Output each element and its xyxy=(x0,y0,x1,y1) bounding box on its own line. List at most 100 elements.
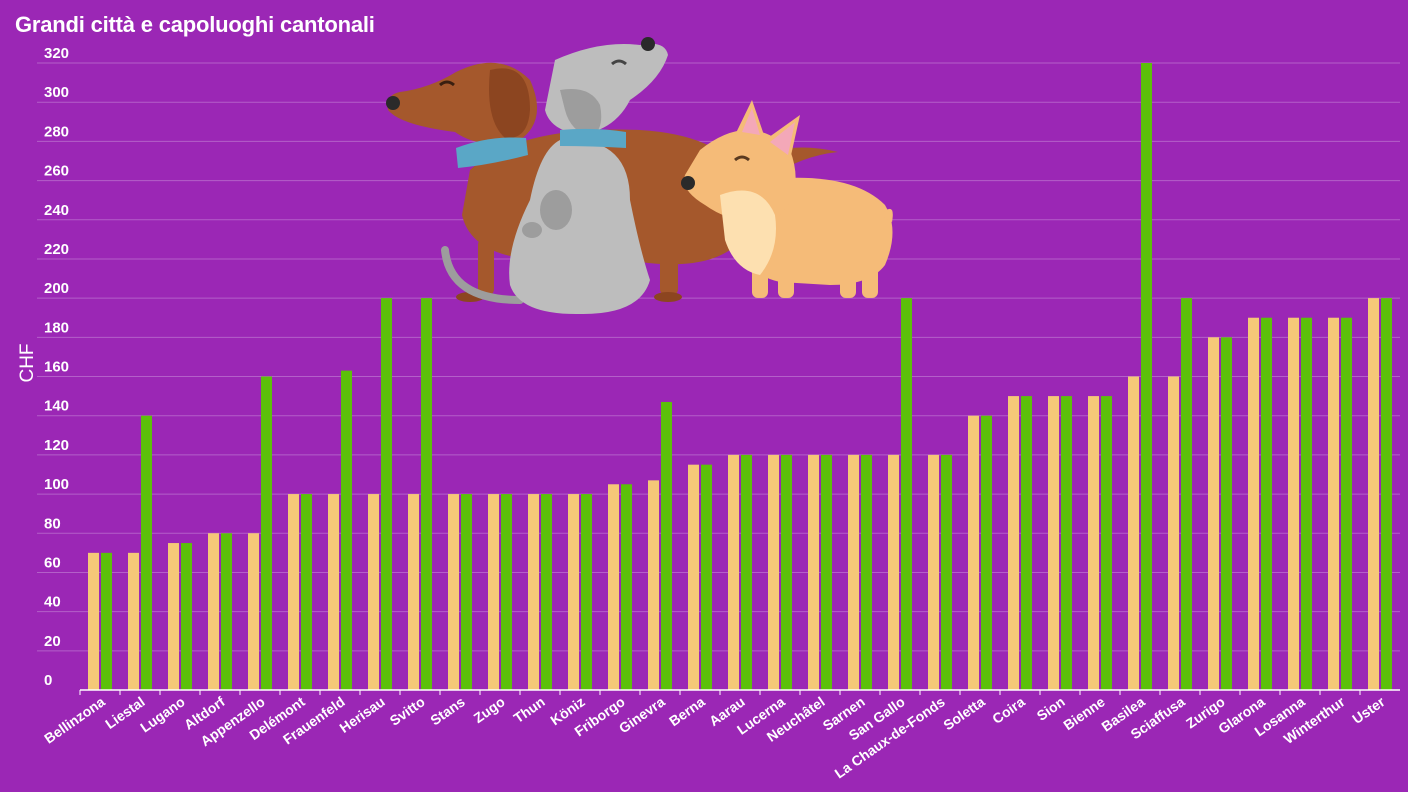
bar-series-2 xyxy=(741,454,752,690)
bar-series-1 xyxy=(1168,376,1179,690)
bar-series-2 xyxy=(101,552,112,690)
bar-series-1 xyxy=(888,454,899,690)
y-tick-label: 120 xyxy=(44,437,69,454)
x-tick-label: Bellinzona xyxy=(41,693,108,746)
bar-series-1 xyxy=(168,543,179,690)
bar-series-1 xyxy=(248,533,259,690)
y-tick-label: 200 xyxy=(44,280,69,297)
x-tick-label: Zugo xyxy=(471,693,508,726)
bar-series-1 xyxy=(488,494,499,690)
x-tick-labels: BellinzonaLiestalLuganoAltdorfAppenzello… xyxy=(41,693,1388,781)
bar-series-1 xyxy=(688,464,699,690)
bar-series-2 xyxy=(1301,317,1312,690)
bar-series-2 xyxy=(1221,337,1232,690)
bar-series-2 xyxy=(501,494,512,690)
bar-series-2 xyxy=(381,298,392,690)
x-tick-label: Thun xyxy=(511,693,548,726)
bar-series-2 xyxy=(1101,396,1112,690)
bar-series-1 xyxy=(608,484,619,690)
bars xyxy=(88,63,1392,690)
bar-series-1 xyxy=(1008,396,1019,690)
dogs-illustration-icon xyxy=(386,37,893,315)
bar-series-1 xyxy=(1128,376,1139,690)
x-tick-label: Uster xyxy=(1349,693,1388,727)
bar-series-1 xyxy=(128,552,139,690)
bar-series-2 xyxy=(1021,396,1032,690)
y-tick-label: 40 xyxy=(44,594,61,611)
bar-series-2 xyxy=(461,494,472,690)
y-tick-label: 20 xyxy=(44,633,61,650)
bar-series-1 xyxy=(408,494,419,690)
y-tick-label: 160 xyxy=(44,359,69,376)
bar-series-2 xyxy=(141,415,152,690)
x-tick-label: Berna xyxy=(666,693,708,729)
y-tick-label: 100 xyxy=(44,476,69,493)
bar-series-2 xyxy=(421,298,432,690)
bar-series-2 xyxy=(1061,396,1072,690)
bar-series-1 xyxy=(1368,298,1379,690)
bar-series-1 xyxy=(1328,317,1339,690)
bar-series-2 xyxy=(1341,317,1352,690)
bar-series-1 xyxy=(968,415,979,690)
bar-series-1 xyxy=(328,494,339,690)
chart-subtitle: Grandi città e capoluoghi cantonali xyxy=(15,12,375,37)
x-tick-label: Bienne xyxy=(1060,693,1108,733)
bar-series-2 xyxy=(301,494,312,690)
y-tick-label: 300 xyxy=(44,84,69,101)
bar-series-1 xyxy=(1288,317,1299,690)
x-tick-label: Coira xyxy=(989,693,1028,727)
bar-series-2 xyxy=(1381,298,1392,690)
grey-dog-icon xyxy=(441,37,668,315)
bar-series-1 xyxy=(88,552,99,690)
x-tick-label: Ginevra xyxy=(616,693,668,736)
bar-series-2 xyxy=(261,376,272,690)
y-tick-label: 260 xyxy=(44,163,69,180)
bar-series-2 xyxy=(1261,317,1272,690)
x-tick-label: Lugano xyxy=(137,693,188,735)
y-tick-label: 0 xyxy=(44,672,52,689)
y-tick-label: 240 xyxy=(44,202,69,219)
x-tick-label: Herisau xyxy=(336,693,387,736)
bar-series-2 xyxy=(781,454,792,690)
bar-series-2 xyxy=(181,543,192,690)
bar-series-2 xyxy=(861,454,872,690)
y-tick-label: 280 xyxy=(44,123,69,140)
bar-series-1 xyxy=(448,494,459,690)
bar-series-2 xyxy=(221,533,232,690)
corgi-dog-icon xyxy=(681,100,893,298)
bar-series-2 xyxy=(341,370,352,690)
bar-series-2 xyxy=(821,454,832,690)
bar-series-2 xyxy=(1181,298,1192,690)
bar-series-1 xyxy=(1088,396,1099,690)
bar-series-1 xyxy=(1208,337,1219,690)
x-axis xyxy=(79,689,1400,695)
bar-series-1 xyxy=(808,454,819,690)
y-tick-label: 180 xyxy=(44,319,69,336)
bar-series-1 xyxy=(208,533,219,690)
bar-series-2 xyxy=(621,484,632,690)
x-tick-label: Soletta xyxy=(940,693,988,733)
bar-series-2 xyxy=(981,415,992,690)
bar-series-1 xyxy=(848,454,859,690)
bar-series-2 xyxy=(701,464,712,690)
bar-series-1 xyxy=(1048,396,1059,690)
bar-series-2 xyxy=(1141,63,1152,690)
bar-series-1 xyxy=(568,494,579,690)
y-tick-label: 80 xyxy=(44,515,61,532)
y-tick-label: 60 xyxy=(44,554,61,571)
y-tick-label: 220 xyxy=(44,241,69,258)
bar-series-1 xyxy=(928,454,939,690)
y-tick-label: 320 xyxy=(44,45,69,62)
bar-series-2 xyxy=(941,454,952,690)
bar-series-1 xyxy=(768,454,779,690)
y-tick-label: 140 xyxy=(44,398,69,415)
bar-series-1 xyxy=(288,494,299,690)
bar-series-1 xyxy=(1248,317,1259,690)
x-tick-label: Stans xyxy=(427,693,468,728)
bar-series-1 xyxy=(648,480,659,690)
bar-series-2 xyxy=(541,494,552,690)
bar-series-2 xyxy=(661,401,672,690)
bar-series-2 xyxy=(901,298,912,690)
